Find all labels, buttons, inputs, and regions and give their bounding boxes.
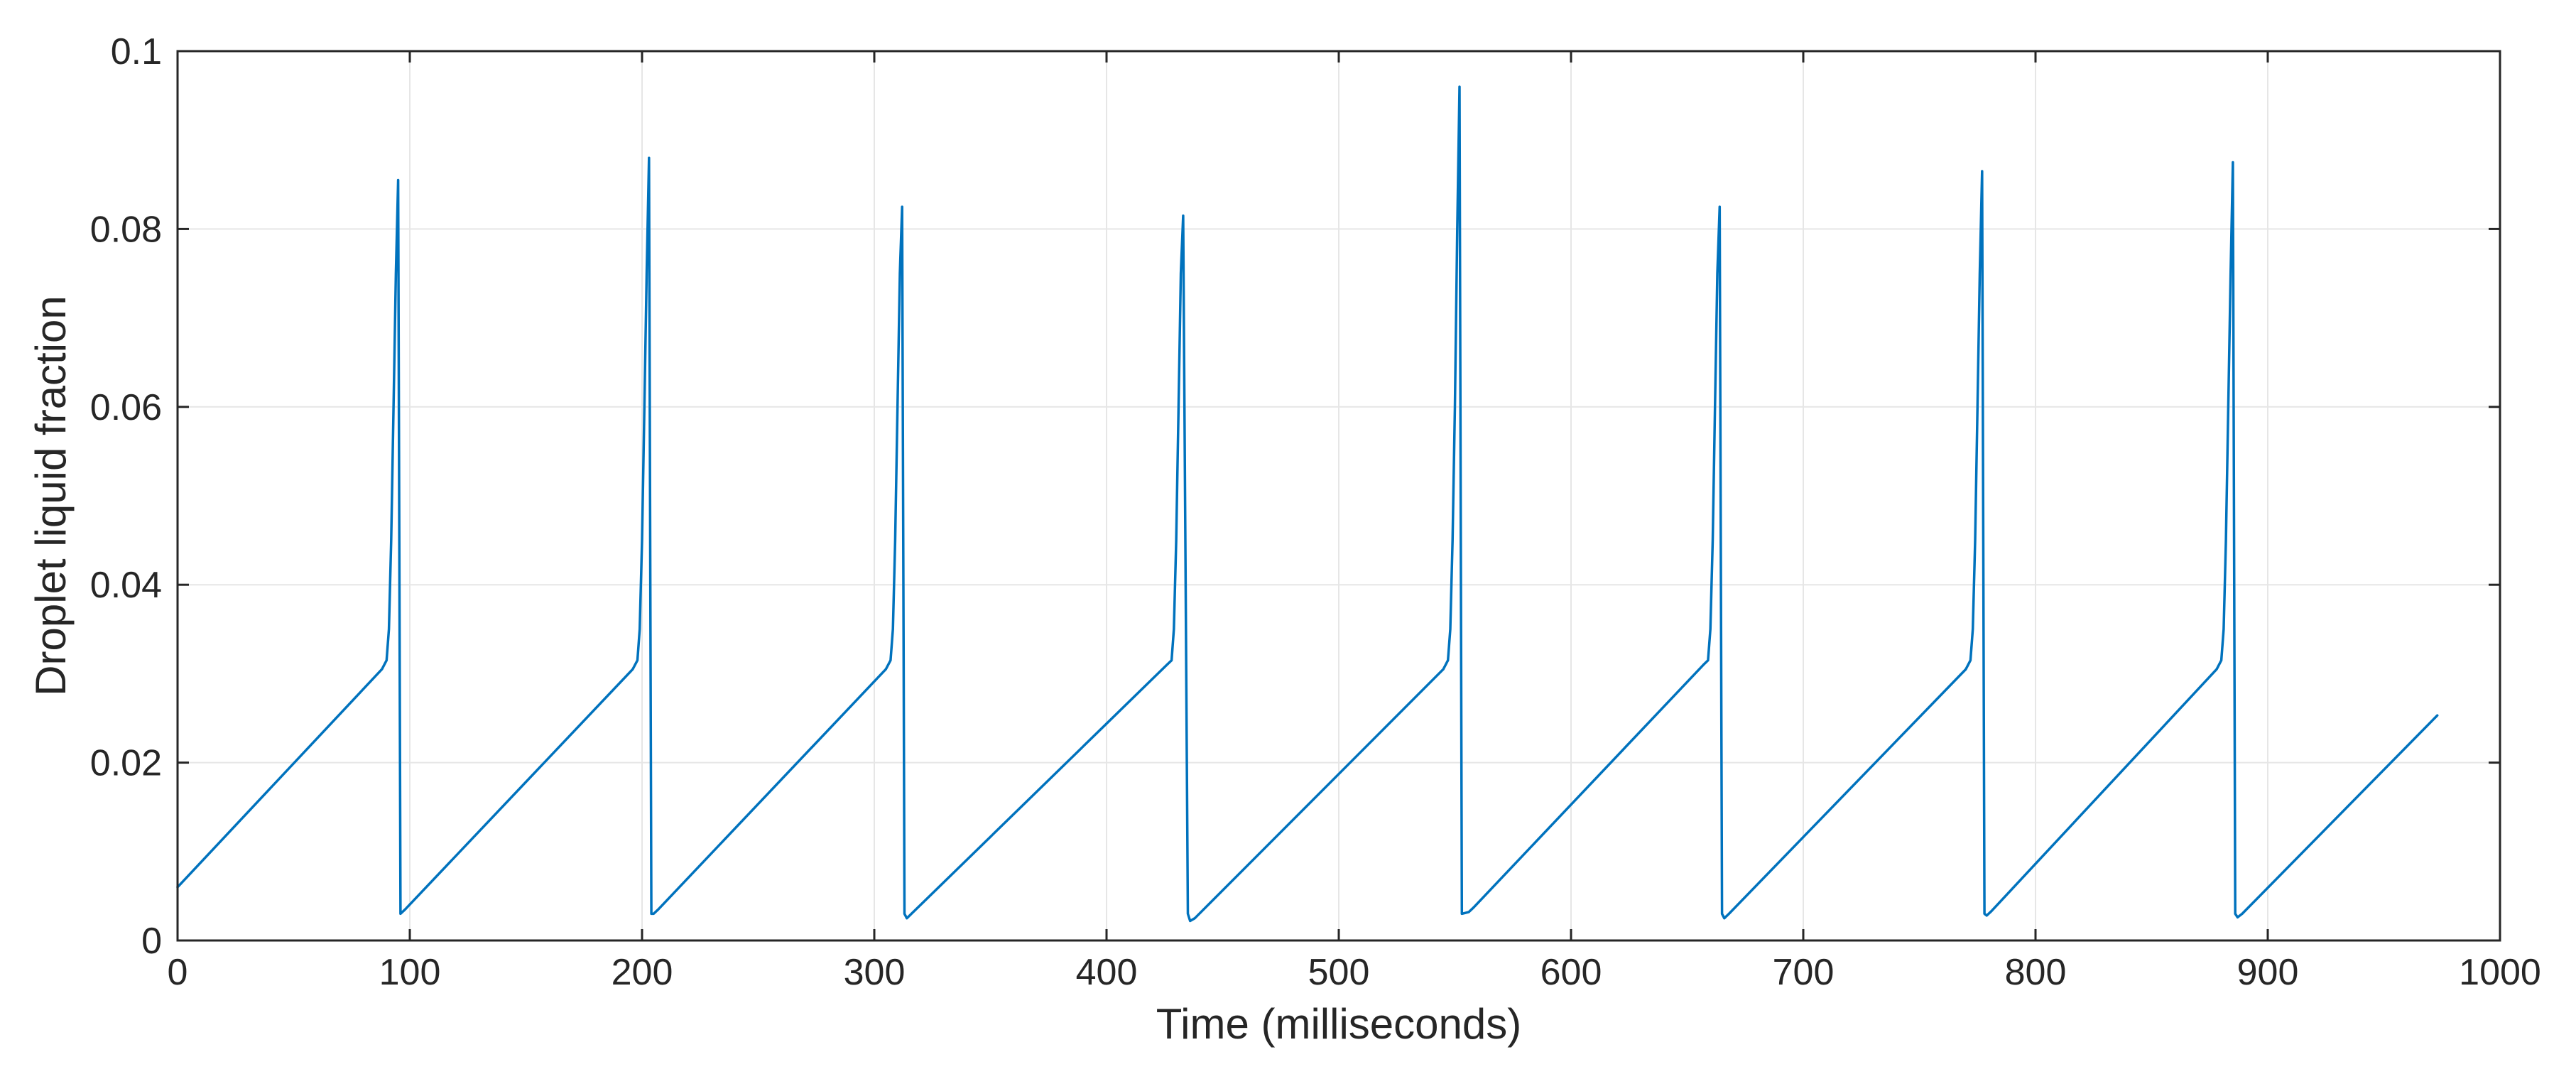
- x-axis-label: Time (milliseconds): [1156, 1000, 1522, 1048]
- x-tick-labels: 0 100 200 300 400 500 600 700 800 900 1000: [168, 952, 2541, 993]
- x-tick-label: 700: [1773, 952, 1835, 993]
- series-line-0: [176, 85, 2439, 923]
- y-tick-labels: 0 0.02 0.04 0.06 0.08 0.1: [90, 31, 162, 962]
- series-group: [176, 85, 2439, 923]
- y-tick-label: 0.04: [90, 565, 162, 606]
- x-tick-label: 500: [1308, 952, 1370, 993]
- x-tick-label: 1000: [2459, 952, 2541, 993]
- x-tick-label: 900: [2237, 952, 2299, 993]
- y-tick-label: 0.1: [111, 31, 162, 72]
- x-tick-label: 600: [1540, 952, 1602, 993]
- y-tick-label: 0: [141, 921, 162, 962]
- y-tick-label: 0.08: [90, 209, 162, 250]
- y-axis-label: Droplet liquid fraction: [27, 295, 75, 696]
- y-tick-label: 0.06: [90, 387, 162, 428]
- axis-ticks: [176, 50, 2501, 942]
- y-tick-label: 0.02: [90, 743, 162, 784]
- x-tick-label: 0: [168, 952, 188, 993]
- x-tick-label: 100: [379, 952, 441, 993]
- x-tick-label: 400: [1076, 952, 1138, 993]
- x-tick-label: 800: [2005, 952, 2067, 993]
- x-tick-label: 300: [844, 952, 906, 993]
- x-tick-label: 200: [612, 952, 673, 993]
